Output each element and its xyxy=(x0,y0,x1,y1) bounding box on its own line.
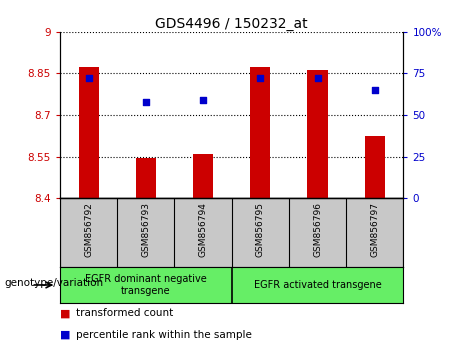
Text: GSM856794: GSM856794 xyxy=(199,202,207,257)
Text: GSM856797: GSM856797 xyxy=(370,202,379,257)
Bar xyxy=(365,136,385,198)
Bar xyxy=(307,70,327,198)
Text: ■: ■ xyxy=(60,308,71,318)
Point xyxy=(85,76,92,81)
Text: EGFR activated transgene: EGFR activated transgene xyxy=(254,280,381,290)
Title: GDS4496 / 150232_at: GDS4496 / 150232_at xyxy=(155,17,308,31)
Text: percentile rank within the sample: percentile rank within the sample xyxy=(76,330,252,339)
Text: ■: ■ xyxy=(60,330,71,339)
Text: EGFR dominant negative
transgene: EGFR dominant negative transgene xyxy=(85,274,207,296)
Text: GSM856796: GSM856796 xyxy=(313,202,322,257)
Point xyxy=(142,99,149,104)
Point xyxy=(371,87,378,93)
Point xyxy=(314,76,321,81)
Bar xyxy=(250,67,270,198)
Text: genotype/variation: genotype/variation xyxy=(5,278,104,288)
Bar xyxy=(136,158,156,198)
Point xyxy=(257,76,264,81)
Point xyxy=(199,97,207,103)
Text: GSM856795: GSM856795 xyxy=(256,202,265,257)
Text: GSM856792: GSM856792 xyxy=(84,202,93,257)
Bar xyxy=(78,67,99,198)
Text: transformed count: transformed count xyxy=(76,308,173,318)
Text: GSM856793: GSM856793 xyxy=(141,202,150,257)
Bar xyxy=(193,154,213,198)
